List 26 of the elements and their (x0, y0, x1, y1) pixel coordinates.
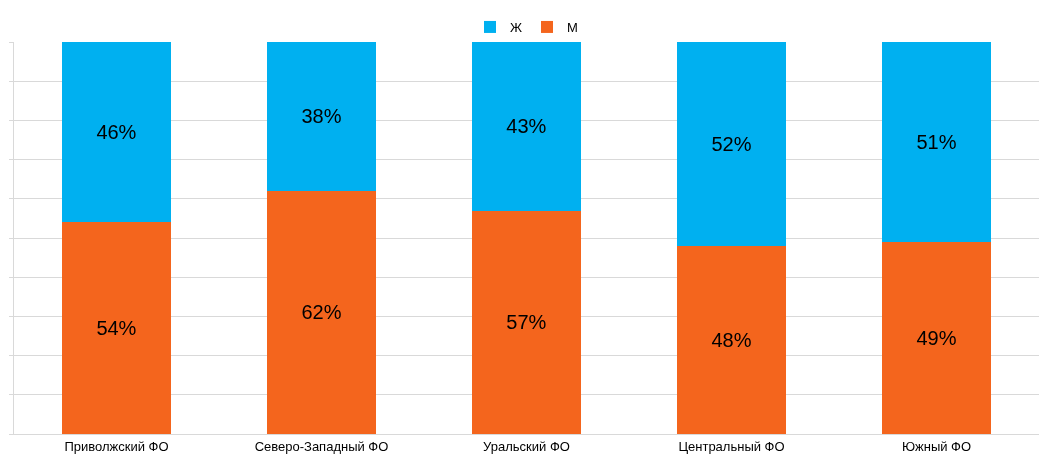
data-label: 38% (301, 105, 342, 128)
bar (62, 222, 171, 434)
bar (267, 190, 376, 434)
x-tick-label: Приволжский ФО (64, 438, 169, 454)
x-tick-label: Северо-Западный ФО (254, 438, 389, 454)
data-label: 49% (916, 326, 957, 349)
x-tick-label: Уральский ФО (483, 438, 570, 454)
data-label: 48% (711, 328, 752, 351)
bar (62, 42, 171, 223)
bar (677, 245, 786, 434)
legend-label: М (567, 20, 578, 36)
data-label: 54% (96, 317, 137, 340)
data-label: 57% (506, 311, 547, 334)
data-label: 46% (96, 121, 137, 144)
bar (882, 42, 991, 242)
legend-label: Ж (510, 20, 523, 36)
data-label: 52% (711, 132, 752, 155)
data-label: 51% (916, 130, 957, 153)
data-label: 62% (301, 301, 342, 324)
bar (472, 210, 581, 434)
bar (677, 42, 786, 246)
x-tick-label: Центральный ФО (678, 438, 785, 454)
x-tick-label: Южный ФО (901, 438, 972, 454)
bar (267, 42, 376, 191)
data-label: 43% (506, 115, 547, 138)
bar (882, 241, 991, 434)
